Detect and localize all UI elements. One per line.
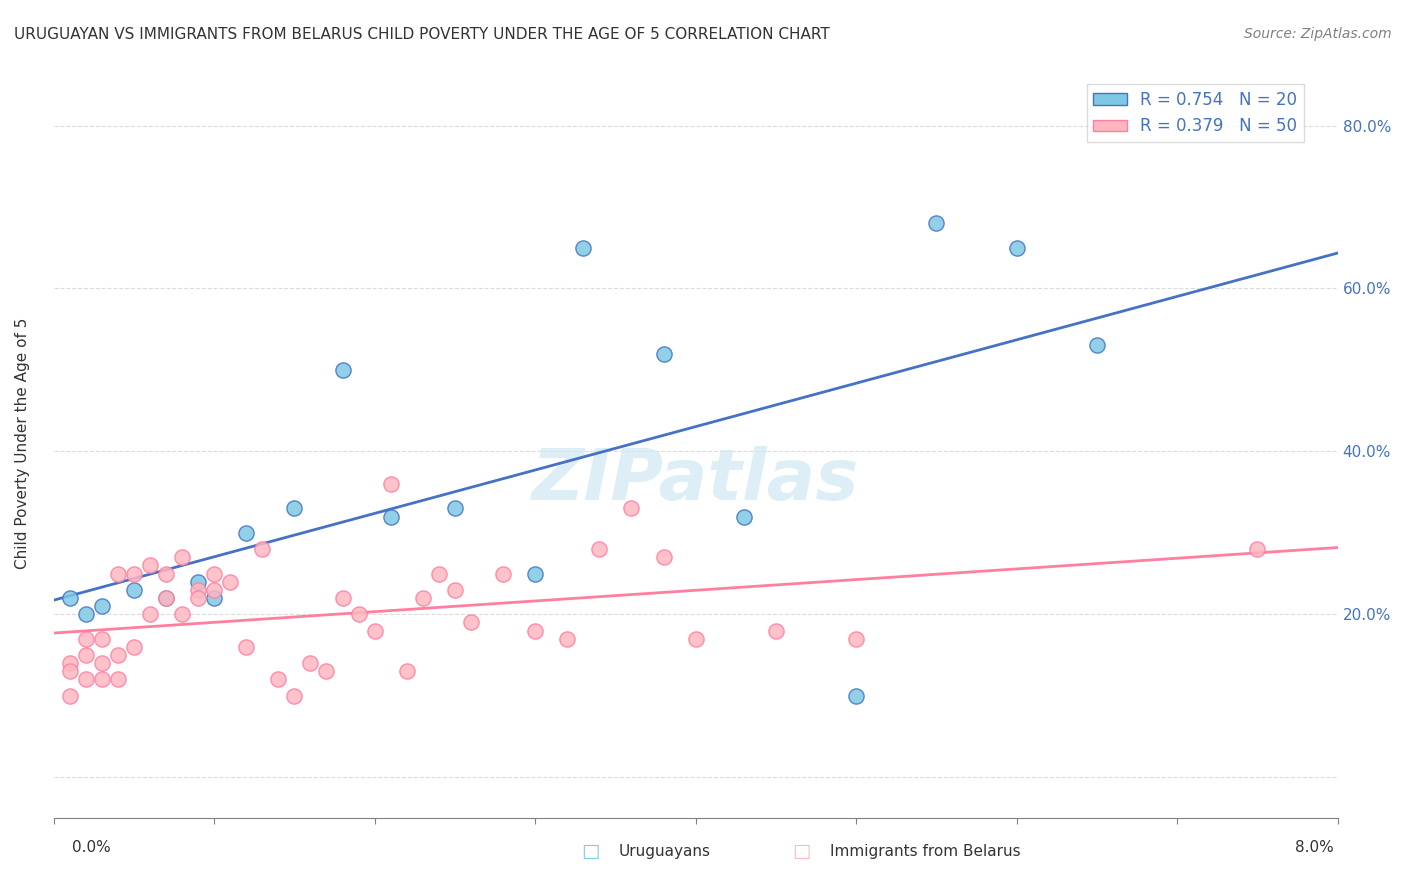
Point (315, 665, 337, 679)
Point (139, 558, 162, 573)
Point (75, 607, 97, 622)
Point (155, 591, 177, 605)
Text: □: □ (581, 842, 600, 862)
Point (107, 648, 129, 662)
Point (90, 673, 112, 687)
Point (363, 624, 385, 638)
Point (122, 640, 145, 654)
Point (235, 525, 257, 540)
Text: Immigrants from Belarus: Immigrants from Belarus (830, 845, 1021, 859)
Point (845, 632, 868, 646)
Point (155, 566, 177, 581)
Point (652, 346, 675, 360)
Point (1085, 338, 1108, 352)
Point (444, 582, 467, 597)
Text: URUGUAYAN VS IMMIGRANTS FROM BELARUS CHILD POVERTY UNDER THE AGE OF 5 CORRELATIO: URUGUAYAN VS IMMIGRANTS FROM BELARUS CHI… (14, 27, 830, 42)
Point (332, 591, 354, 605)
Point (252, 542, 274, 557)
Point (524, 624, 547, 638)
Point (90, 632, 112, 646)
Point (155, 591, 177, 605)
Point (427, 566, 450, 581)
Point (59, 591, 82, 605)
Point (187, 582, 209, 597)
Point (59, 689, 82, 703)
Point (202, 591, 225, 605)
Point (652, 550, 675, 565)
Point (380, 477, 402, 491)
Point (347, 607, 370, 622)
Point (925, 216, 948, 230)
Text: □: □ (792, 842, 811, 862)
Point (75, 648, 97, 662)
Point (460, 615, 482, 630)
Point (492, 566, 515, 581)
Point (1005, 241, 1028, 255)
Text: Source: ZipAtlas.com: Source: ZipAtlas.com (1244, 27, 1392, 41)
Point (202, 582, 225, 597)
Point (332, 363, 354, 377)
Point (90, 656, 112, 670)
Point (170, 550, 193, 565)
Point (187, 591, 209, 605)
Point (845, 689, 868, 703)
Point (412, 591, 434, 605)
Point (685, 632, 707, 646)
Point (555, 632, 578, 646)
Point (219, 574, 242, 589)
Point (283, 501, 305, 516)
Point (122, 566, 145, 581)
Point (283, 689, 305, 703)
Point (733, 509, 755, 524)
Point (75, 632, 97, 646)
Point (187, 574, 209, 589)
Point (75, 673, 97, 687)
Point (122, 582, 145, 597)
Y-axis label: Child Poverty Under the Age of 5: Child Poverty Under the Age of 5 (15, 318, 30, 569)
Point (588, 542, 610, 557)
Text: 0.0%: 0.0% (72, 840, 111, 855)
Point (59, 656, 82, 670)
Point (524, 566, 547, 581)
Point (380, 509, 402, 524)
Point (572, 241, 595, 255)
Point (107, 566, 129, 581)
Point (1246, 542, 1268, 557)
Point (170, 607, 193, 622)
Point (395, 665, 418, 679)
Point (139, 607, 162, 622)
Point (90, 599, 112, 614)
Point (444, 501, 467, 516)
Point (59, 665, 82, 679)
Point (267, 673, 290, 687)
Point (235, 640, 257, 654)
Text: Uruguayans: Uruguayans (619, 845, 710, 859)
Text: 8.0%: 8.0% (1295, 840, 1334, 855)
Point (765, 624, 787, 638)
Point (299, 656, 322, 670)
Point (202, 566, 225, 581)
Point (107, 673, 129, 687)
Point (620, 501, 643, 516)
Legend: R = 0.754   N = 20, R = 0.379   N = 50: R = 0.754 N = 20, R = 0.379 N = 50 (1087, 85, 1303, 142)
Text: ZIPatlas: ZIPatlas (531, 446, 859, 516)
